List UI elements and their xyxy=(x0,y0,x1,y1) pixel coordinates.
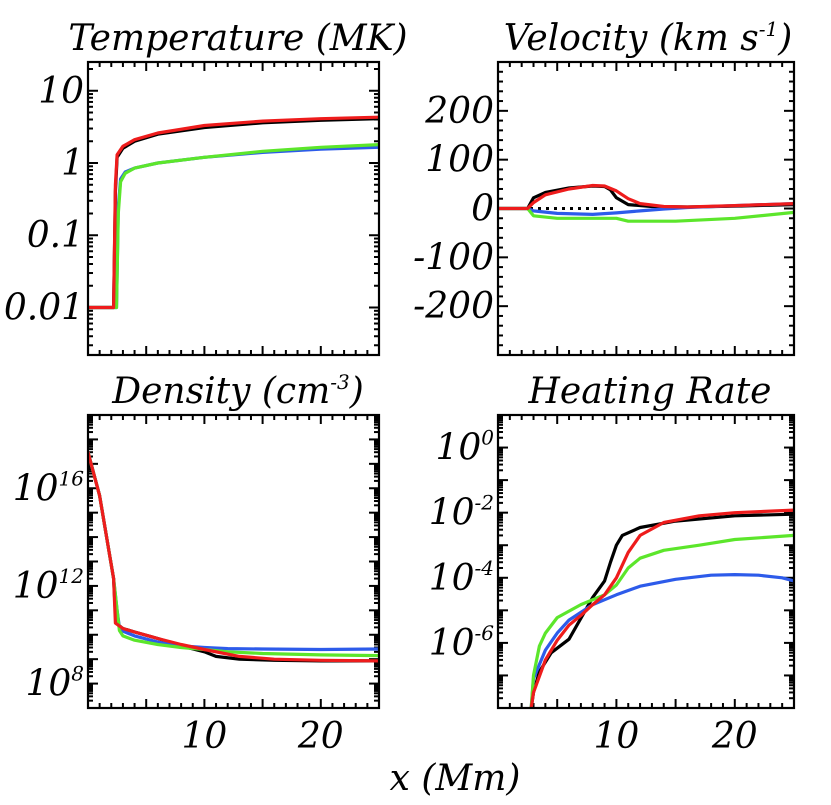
y-tick-label: 10-6 xyxy=(429,621,495,664)
series-line-red xyxy=(88,450,379,663)
y-tick-label: 108 xyxy=(25,662,84,705)
y-tick-label: -200 xyxy=(413,286,494,327)
series-line-green xyxy=(88,143,379,310)
temperature-title: Temperature (MK) xyxy=(68,18,407,59)
y-tick-label: 10 xyxy=(38,71,84,112)
series-line-red xyxy=(529,508,794,708)
heating-title: Heating Rate xyxy=(528,371,772,412)
panel-temperature: Temperature (MK) 0.01 0.1 1 10 xyxy=(4,18,408,357)
y-tick-label: 1016 xyxy=(13,466,85,509)
x-tick-label: 10 xyxy=(181,716,227,757)
y-tick-label: 0.01 xyxy=(4,287,84,328)
series-line-blue xyxy=(529,573,794,708)
x-tick-label: 10 xyxy=(593,716,639,757)
y-tick-label: 0 xyxy=(471,189,494,230)
y-tick-label: 10-2 xyxy=(429,491,494,534)
y-tick-label: 100 xyxy=(435,426,494,469)
panel-heating: Heating Rate 10-6 10-4 10-2 100 10 20 xyxy=(429,371,796,757)
x-tick-label: 20 xyxy=(297,716,344,757)
heating-plot-frame xyxy=(496,413,796,710)
y-tick-label: 1012 xyxy=(13,564,84,607)
series-line-green xyxy=(498,206,794,223)
series-line-red xyxy=(88,115,379,310)
series-line-red xyxy=(498,183,794,211)
velocity-title: Velocity (km s-1) xyxy=(504,17,793,59)
series-line-blue xyxy=(88,450,379,652)
y-tick-label: 10-4 xyxy=(429,556,494,599)
x-tick-label: 20 xyxy=(711,716,758,757)
panel-velocity: Velocity (km s-1) -200 -100 0 100 200 xyxy=(413,17,796,357)
density-title: Density (cm-3) xyxy=(111,370,363,412)
temperature-plot-frame xyxy=(86,60,381,357)
y-tick-label: 0.1 xyxy=(27,215,84,256)
y-tick-label: -100 xyxy=(413,237,494,278)
series-line-green xyxy=(529,533,794,708)
x-axis-label: x (Mm) xyxy=(390,758,521,799)
series-line-green xyxy=(88,450,379,658)
y-tick-label: 1 xyxy=(61,143,84,184)
y-tick-label: 100 xyxy=(425,140,494,181)
velocity-plot-frame xyxy=(496,60,796,357)
density-plot-frame xyxy=(86,413,381,710)
y-tick-label: 200 xyxy=(424,91,494,132)
